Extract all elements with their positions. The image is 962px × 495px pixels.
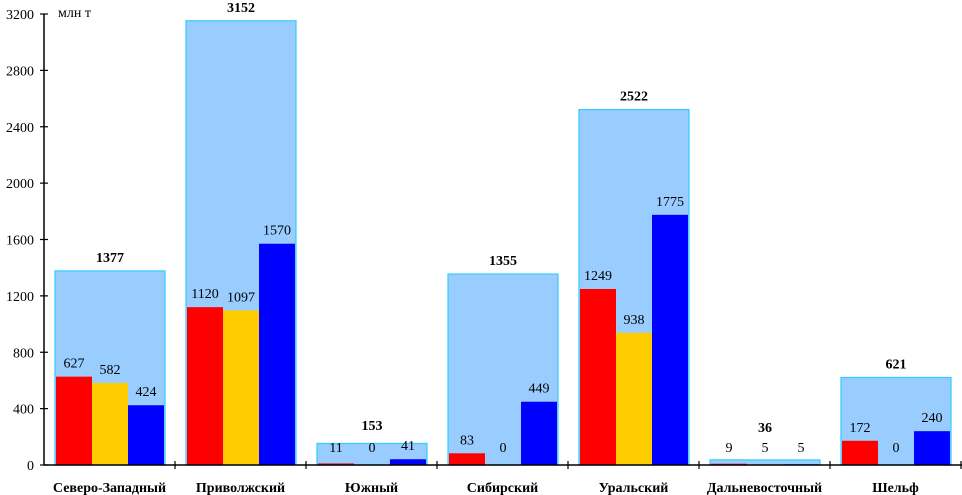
series-blue-data-label: 5 <box>798 441 805 456</box>
y-axis-unit-label: млн т <box>58 6 91 21</box>
series-red-data-label: 83 <box>460 433 474 448</box>
series-yellow-data-label: 0 <box>369 441 376 456</box>
y-tick-label: 800 <box>13 346 34 361</box>
series-red-bar <box>187 307 223 465</box>
y-tick-label: 3200 <box>6 8 34 23</box>
series-blue-data-label: 1775 <box>656 195 684 210</box>
total-data-label: 36 <box>758 421 772 436</box>
series-yellow-data-label: 5 <box>762 441 769 456</box>
y-tick-label: 0 <box>27 459 34 474</box>
series-red-bar <box>449 453 485 465</box>
series-yellow-data-label: 582 <box>100 363 121 378</box>
x-category-label: Приволжский <box>196 481 285 495</box>
x-category-label: Северо-Западный <box>53 481 166 495</box>
series-blue-bar <box>914 431 950 465</box>
series-red-data-label: 11 <box>329 441 342 456</box>
y-tick-label: 2400 <box>6 121 34 136</box>
y-tick-label: 1600 <box>6 234 34 249</box>
series-blue-bar <box>259 243 295 465</box>
total-data-label: 1355 <box>489 254 517 269</box>
series-blue-data-label: 240 <box>922 411 943 426</box>
series-red-bar <box>318 463 354 465</box>
series-blue-data-label: 1570 <box>263 224 291 239</box>
x-category-label: Шельф <box>872 481 919 495</box>
series-blue-bar <box>128 405 164 465</box>
series-blue-bar <box>521 401 557 465</box>
y-tick-label: 2000 <box>6 177 34 192</box>
series-yellow-data-label: 0 <box>893 441 900 456</box>
series-red-data-label: 172 <box>850 421 871 436</box>
series-blue-bar <box>652 214 688 465</box>
series-yellow-data-label: 0 <box>500 441 507 456</box>
series-yellow-bar <box>92 382 128 465</box>
series-blue-bar <box>390 459 426 465</box>
y-tick-label: 400 <box>13 403 34 418</box>
series-yellow-data-label: 1097 <box>227 290 255 305</box>
x-category-label: Сибирский <box>467 481 538 495</box>
total-data-label: 2522 <box>620 90 648 105</box>
series-blue-data-label: 424 <box>136 385 157 400</box>
series-red-data-label: 627 <box>64 357 85 372</box>
series-yellow-data-label: 938 <box>624 313 645 328</box>
total-data-label: 3152 <box>227 1 255 16</box>
series-blue-data-label: 41 <box>401 439 415 454</box>
series-red-data-label: 1249 <box>584 269 612 284</box>
series-red-bar <box>580 288 616 465</box>
series-red-bar <box>56 376 92 465</box>
series-blue-data-label: 449 <box>529 382 550 397</box>
x-category-label: Дальневосточный <box>707 481 822 495</box>
total-data-label: 1377 <box>96 251 124 266</box>
y-tick-label: 2800 <box>6 64 34 79</box>
series-red-bar <box>842 440 878 465</box>
series-yellow-bar <box>616 332 652 465</box>
x-category-label: Южный <box>345 481 398 495</box>
y-tick-label: 1200 <box>6 290 34 305</box>
total-data-label: 153 <box>362 419 383 434</box>
x-category-label: Уральский <box>599 481 669 495</box>
series-red-data-label: 9 <box>726 441 733 456</box>
total-data-label: 621 <box>886 357 907 372</box>
series-red-data-label: 1120 <box>191 287 218 302</box>
series-yellow-bar <box>223 310 259 465</box>
